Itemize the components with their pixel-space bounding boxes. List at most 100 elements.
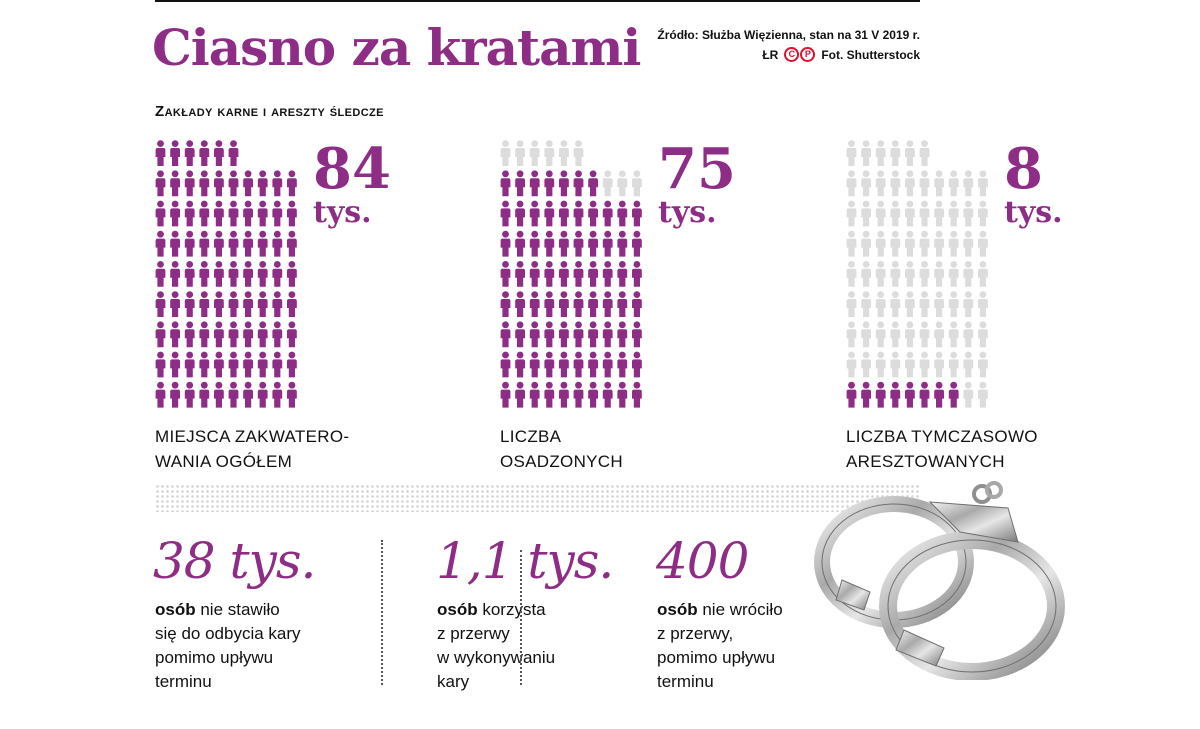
person-icon-detained-83 [890, 140, 901, 166]
person-icon-inmates-46 [588, 261, 598, 287]
person-icon-capacity-79 [287, 170, 297, 197]
person-icon-inmates-81 [515, 140, 525, 166]
person-icon-capacity-27 [257, 321, 268, 348]
credit-line: ŁR C P Fot. Shutterstock [762, 47, 920, 62]
person-icon-detained-38 [963, 291, 974, 317]
unit-label-capacity: tys. [313, 195, 372, 230]
person-icon-detained-15 [919, 351, 930, 378]
photo-credit: Fot. Shutterstock [821, 47, 920, 62]
person-icon-inmates-35 [573, 291, 584, 317]
person-icon-capacity-43 [199, 261, 210, 287]
person-icon-capacity-18 [272, 351, 283, 378]
person-icon-inmates-61 [515, 200, 525, 227]
person-icon-inmates-38 [617, 291, 628, 317]
person-icon-detained-84 [905, 140, 915, 166]
person-icon-inmates-37 [602, 291, 613, 317]
stat-value-no-show: 38 tys. [153, 532, 316, 590]
cp-logo-letter-p: P [800, 47, 816, 62]
person-icon-inmates-66 [588, 200, 598, 227]
person-icon-inmates-11 [515, 351, 525, 378]
person-icon-capacity-30 [155, 291, 166, 317]
person-icon-inmates-0 [500, 381, 511, 408]
person-icon-capacity-39 [287, 291, 297, 317]
person-icon-capacity-14 [214, 351, 224, 378]
person-icon-capacity-20 [155, 321, 166, 348]
person-icon-detained-23 [890, 321, 901, 348]
person-icon-detained-47 [948, 261, 959, 287]
group-label-detained-line-2: ARESZTOWANYCH [846, 452, 1005, 471]
stat-line-on-leave-3: w wykonywaniu [437, 648, 556, 667]
person-icon-detained-71 [861, 170, 871, 197]
person-icon-capacity-29 [287, 321, 297, 348]
person-icon-detained-65 [919, 200, 930, 227]
person-icon-capacity-2 [184, 381, 195, 408]
value-label-detained: 8 [1004, 136, 1043, 202]
cp-logo-letter-c: C [784, 47, 800, 62]
person-icon-capacity-32 [184, 291, 195, 317]
group-label-detained: LICZBA TYMCZASOWO ARESZTOWANYCH [846, 424, 1038, 474]
person-icon-inmates-58 [617, 230, 628, 257]
person-icon-capacity-4 [214, 381, 224, 408]
person-icon-inmates-73 [544, 170, 555, 197]
person-icon-detained-30 [846, 291, 857, 317]
person-icon-capacity-60 [155, 200, 166, 227]
stat-bold-no-show: osób [155, 600, 196, 619]
person-icon-detained-16 [934, 351, 944, 378]
person-icon-detained-58 [963, 230, 974, 257]
group-label-inmates: LICZBA OSADZONYCH [500, 424, 623, 474]
person-icon-capacity-19 [287, 351, 297, 378]
dotted-divider [155, 484, 920, 512]
stat-line-on-leave-1: korzysta [477, 600, 546, 619]
person-icon-detained-49 [978, 261, 988, 287]
person-icon-detained-13 [890, 351, 901, 378]
person-icon-inmates-17 [602, 351, 613, 378]
person-icon-detained-46 [934, 261, 944, 287]
person-icon-inmates-33 [544, 291, 555, 317]
person-icon-detained-7 [948, 381, 959, 408]
person-icon-capacity-80 [155, 140, 166, 166]
person-icon-capacity-38 [272, 291, 283, 317]
person-icon-capacity-59 [287, 230, 297, 257]
person-icon-capacity-68 [272, 200, 283, 227]
group-label-inmates-line-2: OSADZONYCH [500, 452, 623, 471]
author-initials: ŁR [762, 47, 779, 62]
person-icon-inmates-36 [588, 291, 598, 317]
person-icon-inmates-13 [544, 351, 555, 378]
person-icon-detained-61 [861, 200, 871, 227]
person-icon-capacity-16 [243, 351, 253, 378]
stat-line-no-show-1: nie stawiło [195, 600, 280, 619]
person-icon-capacity-17 [257, 351, 268, 378]
person-icon-detained-28 [963, 321, 974, 348]
person-icon-capacity-62 [184, 200, 195, 227]
person-icon-inmates-6 [588, 381, 598, 408]
person-icon-detained-39 [978, 291, 988, 317]
person-icon-detained-12 [875, 351, 886, 378]
person-icon-inmates-14 [559, 351, 569, 378]
person-icon-detained-41 [861, 261, 871, 287]
person-icon-detained-77 [948, 170, 959, 197]
person-icon-inmates-2 [529, 381, 540, 408]
person-icon-detained-80 [846, 140, 857, 166]
person-icon-detained-66 [934, 200, 944, 227]
person-icon-capacity-3 [199, 381, 210, 408]
person-icon-detained-20 [846, 321, 857, 348]
person-icon-detained-43 [890, 261, 901, 287]
person-icon-capacity-46 [243, 261, 253, 287]
person-icon-inmates-78 [617, 170, 628, 197]
person-icon-detained-1 [861, 381, 871, 408]
unit-label-detained: tys. [1004, 195, 1063, 230]
person-icon-detained-50 [846, 230, 857, 257]
person-icon-detained-34 [905, 291, 915, 317]
person-icon-inmates-44 [559, 261, 569, 287]
person-icon-inmates-59 [632, 230, 642, 257]
person-icon-detained-19 [978, 351, 988, 378]
person-icon-inmates-5 [573, 381, 584, 408]
person-icon-detained-68 [963, 200, 974, 227]
person-icon-capacity-34 [214, 291, 224, 317]
person-icon-inmates-24 [559, 321, 569, 348]
person-icon-capacity-70 [155, 170, 166, 197]
person-icon-capacity-56 [243, 230, 253, 257]
person-icon-inmates-83 [544, 140, 555, 166]
person-icon-detained-78 [963, 170, 974, 197]
person-icon-capacity-48 [272, 261, 283, 287]
